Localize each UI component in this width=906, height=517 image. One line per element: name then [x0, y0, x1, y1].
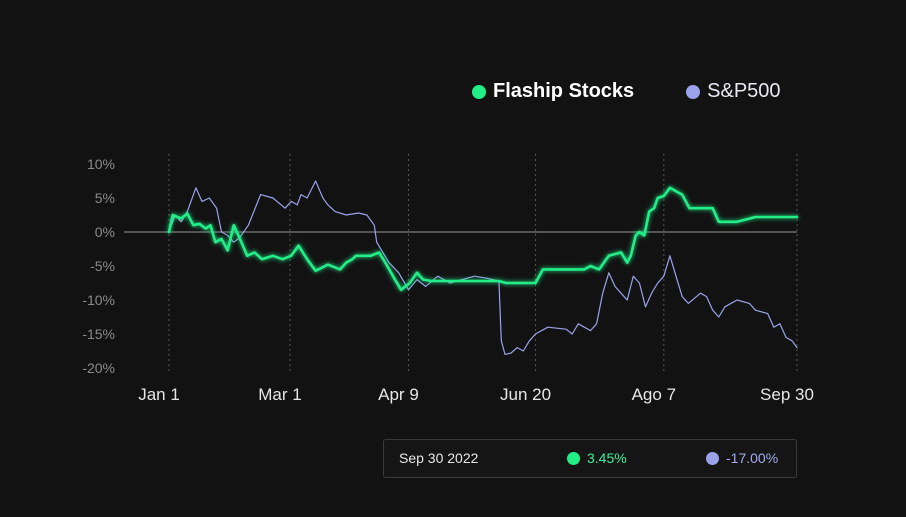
y-tick-label: 10% — [87, 156, 115, 172]
legend-label-flaship-stocks: Flaship Stocks — [493, 80, 635, 102]
readout-value-sp500: -17.00% — [726, 450, 779, 466]
series-line-sp500 — [168, 180, 798, 355]
y-tick-label: -5% — [90, 258, 115, 274]
legend-label-sp500: S&P500 — [707, 80, 781, 102]
y-tick-label: 5% — [95, 190, 115, 206]
y-tick-label: 0% — [95, 224, 115, 240]
x-tick-label: Sep 30 — [760, 385, 814, 404]
x-tick-label: Jan 1 — [138, 385, 180, 404]
legend-item-flaship-stocks[interactable]: Flaship Stocks — [472, 80, 634, 103]
readout-value-flaship-stocks: 3.45% — [587, 450, 627, 466]
legend-marker-sp500 — [686, 84, 701, 99]
readout-flaship-stocks: 3.45% — [567, 450, 627, 466]
chart-legend: Flaship Stocks S&P500 — [472, 80, 781, 103]
x-tick-label: Ago 7 — [632, 385, 676, 404]
series-line-flaship-stocks — [167, 186, 799, 292]
y-tick-label: -20% — [82, 360, 115, 376]
readout-marker-sp500 — [706, 451, 719, 465]
x-tick-label: Jun 20 — [500, 385, 551, 404]
value-readout: Sep 30 2022 3.45% -17.00% — [383, 439, 797, 478]
legend-marker-flaship-stocks — [472, 84, 486, 99]
readout-sp500: -17.00% — [706, 450, 778, 466]
x-tick-label: Mar 1 — [258, 385, 301, 404]
y-tick-label: -10% — [82, 292, 115, 308]
y-tick-label: -15% — [82, 326, 115, 342]
legend-item-sp500[interactable]: S&P500 — [686, 80, 781, 103]
x-tick-label: Apr 9 — [378, 385, 419, 404]
readout-marker-flaship-stocks — [567, 451, 580, 465]
readout-date: Sep 30 2022 — [399, 450, 479, 466]
